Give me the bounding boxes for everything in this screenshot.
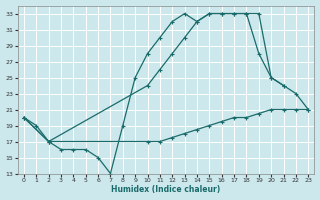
- X-axis label: Humidex (Indice chaleur): Humidex (Indice chaleur): [111, 185, 221, 194]
